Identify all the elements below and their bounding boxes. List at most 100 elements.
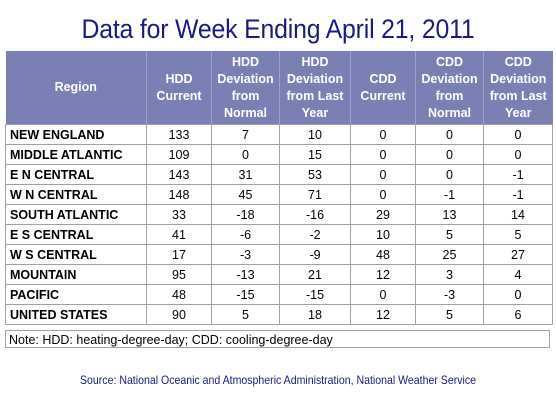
value-cell: 0	[350, 184, 416, 205]
table-row: PACIFIC 48 -15 -15 0 -3 0	[5, 284, 553, 305]
column-header-line: HDD	[165, 71, 193, 86]
value-cell: -2	[279, 224, 351, 245]
region-cell: E N CENTRAL	[5, 164, 147, 185]
table-row: MIDDLE ATLANTIC 109 0 15 0 0 0	[5, 144, 553, 165]
value-cell: 0	[483, 144, 553, 165]
value-cell: 148	[146, 184, 212, 205]
region-cell: MOUNTAIN	[5, 264, 147, 285]
table-row: W N CENTRAL 148 45 71 0 -1 -1	[5, 184, 553, 205]
region-cell: W S CENTRAL	[5, 244, 147, 265]
value-cell: 4	[483, 264, 553, 285]
value-cell: -1	[415, 184, 484, 205]
value-cell: 18	[279, 304, 351, 325]
value-cell: 133	[146, 124, 212, 145]
column-header-line: Current	[156, 88, 202, 103]
value-cell: 48	[146, 284, 212, 305]
column-header: Region	[5, 51, 147, 125]
value-cell: 0	[415, 164, 484, 185]
table-row: E S CENTRAL 41 -6 -2 10 5 5	[5, 224, 553, 245]
value-cell: -15	[211, 284, 280, 305]
column-header-line: from Last	[286, 88, 344, 103]
column-header-line: CDD	[435, 54, 464, 69]
value-cell: 53	[279, 164, 351, 185]
value-cell: 71	[279, 184, 351, 205]
value-cell: -16	[279, 204, 351, 225]
value-cell: 12	[350, 304, 416, 325]
value-cell: 5	[415, 224, 484, 245]
value-cell: -9	[279, 244, 351, 265]
value-cell: 95	[146, 264, 212, 285]
column-header-line: from	[435, 88, 464, 103]
value-cell: 10	[350, 224, 416, 245]
region-cell: NEW ENGLAND	[5, 124, 147, 145]
value-cell: 0	[483, 124, 553, 145]
column-header: HDD Deviation from Last Year	[279, 51, 351, 125]
table-row: NEW ENGLAND 133 7 10 0 0 0	[5, 124, 553, 145]
column-header: CDD Deviation from Normal	[415, 51, 484, 125]
column-header-line: Normal	[427, 105, 472, 120]
value-cell: 0	[211, 144, 280, 165]
column-header-line: CDD	[369, 71, 397, 86]
value-cell: -18	[211, 204, 280, 225]
column-header-line: from	[231, 88, 260, 103]
column-header-line: from Last	[489, 88, 547, 103]
column-header-line: Current	[360, 88, 406, 103]
table-row: E N CENTRAL 143 31 53 0 0 -1	[5, 164, 553, 185]
column-header-line: Deviation	[286, 71, 344, 86]
value-cell: -1	[483, 164, 553, 185]
region-cell: MIDDLE ATLANTIC	[5, 144, 147, 165]
value-cell: 31	[211, 164, 280, 185]
column-header-line: CDD	[504, 54, 532, 69]
value-cell: 0	[415, 144, 484, 165]
value-cell: 5	[415, 304, 484, 325]
value-cell: 48	[350, 244, 416, 265]
value-cell: 109	[146, 144, 212, 165]
value-cell: -3	[415, 284, 484, 305]
value-cell: 6	[483, 304, 553, 325]
column-header-line: Deviation	[217, 71, 274, 86]
column-header-line: HDD	[231, 54, 260, 69]
value-cell: 33	[146, 204, 212, 225]
table-row: UNITED STATES 90 5 18 12 5 6	[5, 304, 553, 325]
region-cell: W N CENTRAL	[5, 184, 147, 205]
table-body: NEW ENGLAND 133 7 10 0 0 0 MIDDLE ATLANTIC 109 0 1…	[5, 124, 553, 325]
value-cell: 7	[211, 124, 280, 145]
region-cell: SOUTH ATLANTIC	[5, 204, 147, 225]
value-cell: 5	[211, 304, 280, 325]
value-cell: 5	[483, 224, 553, 245]
column-header: CDD Deviation from Last Year	[483, 51, 553, 125]
value-cell: 90	[146, 304, 212, 325]
value-cell: 0	[350, 284, 416, 305]
column-header: HDD Deviation from Normal	[211, 51, 280, 125]
column-header-line: Deviation	[421, 71, 478, 86]
value-cell: 3	[415, 264, 484, 285]
value-cell: 13	[415, 204, 484, 225]
table-row: MOUNTAIN 95 -13 21 12 3 4	[5, 264, 553, 285]
column-header-line: Region	[54, 80, 97, 94]
value-cell: 0	[350, 124, 416, 145]
value-cell: 0	[415, 124, 484, 145]
table-row: SOUTH ATLANTIC 33 -18 -16 29 13 14	[5, 204, 553, 225]
column-header-line: Deviation	[490, 71, 547, 86]
weather-data-table: Region HDD Current HDD Deviation from Normal HD…	[5, 51, 553, 325]
value-cell: 25	[415, 244, 484, 265]
value-cell: 14	[483, 204, 553, 225]
value-cell: 0	[350, 144, 416, 165]
table-row: W S CENTRAL 17 -3 -9 48 25 27	[5, 244, 553, 265]
value-cell: 10	[279, 124, 351, 145]
value-cell: 45	[211, 184, 280, 205]
region-cell: PACIFIC	[5, 284, 147, 305]
value-cell: -15	[279, 284, 351, 305]
column-header-line: HDD	[301, 54, 329, 69]
column-header: CDD Current	[350, 51, 416, 125]
value-cell: -3	[211, 244, 280, 265]
value-cell: 21	[279, 264, 351, 285]
value-cell: 17	[146, 244, 212, 265]
value-cell: 15	[279, 144, 351, 165]
value-cell: 0	[350, 164, 416, 185]
source-credit: Source: National Oceanic and Atmospheric…	[79, 373, 476, 387]
column-header-line: Year	[301, 105, 329, 120]
table-note: Note: HDD: heating-degree-day; CDD: cool…	[5, 330, 550, 348]
value-cell: 12	[350, 264, 416, 285]
value-cell: 29	[350, 204, 416, 225]
